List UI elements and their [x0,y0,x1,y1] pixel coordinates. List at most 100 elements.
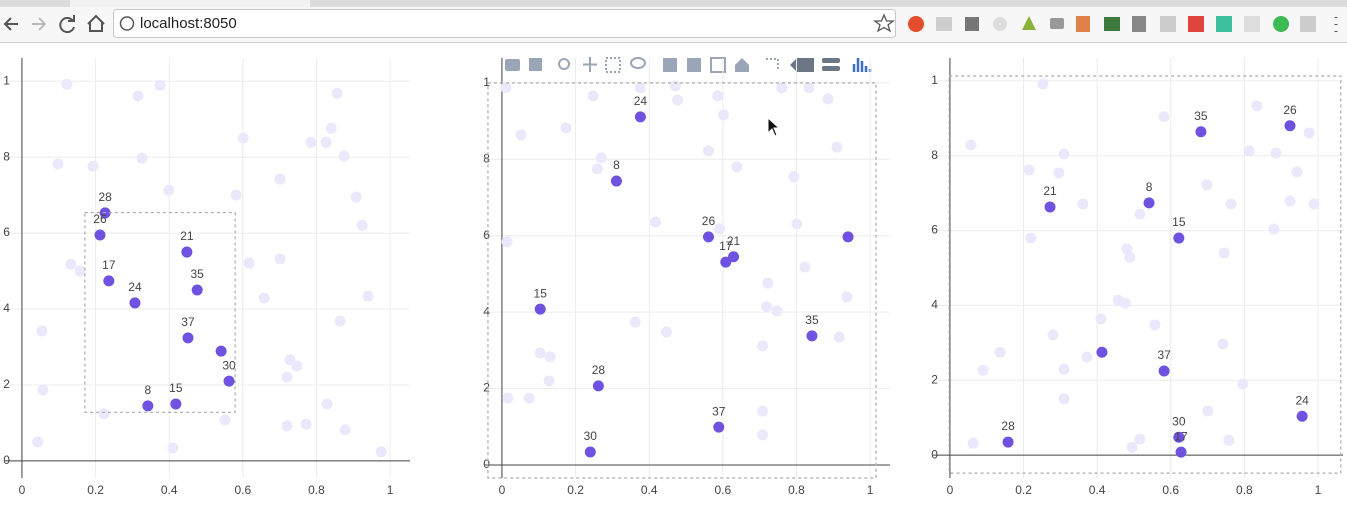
point [791,218,803,230]
point [502,392,514,404]
point [1270,147,1282,159]
info-icon[interactable] [119,16,135,31]
y-tick-label: 8 [483,151,490,165]
point-label: 17 [1174,429,1188,443]
bookmark-star[interactable] [873,13,895,33]
point [32,436,44,448]
point [1296,410,1308,422]
x-tick-label: 0.8 [308,483,325,497]
modebar-button[interactable] [710,57,726,73]
point [300,418,312,430]
point-label: 30 [222,358,236,372]
point [274,253,286,265]
extension-icon[interactable] [1188,16,1204,32]
home-button[interactable] [87,14,105,32]
point [1077,198,1089,210]
forward-button[interactable] [32,17,47,31]
extension-icon[interactable] [908,16,924,32]
extension-icon[interactable] [965,17,979,31]
point [103,275,115,287]
y-tick-label: 0 [3,453,10,467]
point [672,94,684,106]
y-tick-label: 4 [483,304,490,318]
point [1195,126,1207,138]
point [560,122,572,134]
point [362,290,374,302]
extension-icon[interactable] [936,17,952,31]
point [170,398,182,410]
extension-icon[interactable] [1216,16,1232,32]
modebar-button[interactable] [630,57,646,69]
point [1047,329,1059,341]
selection-box [948,75,1342,474]
point-label: 26 [1283,103,1297,117]
tab[interactable] [70,0,310,7]
point [1044,201,1056,213]
point [36,325,48,337]
modebar-button[interactable] [583,57,597,72]
point [776,82,788,94]
point [1058,363,1070,375]
modebar-button[interactable] [663,58,677,72]
point [728,251,740,263]
selection-box [487,82,877,479]
point [1202,405,1214,417]
point [281,420,293,432]
reload-button[interactable] [59,15,75,34]
point-label: 35 [805,313,819,327]
modebar-button[interactable] [790,58,814,72]
point [1158,111,1170,123]
point [515,129,527,141]
extension-icon[interactable] [1160,16,1176,32]
x-tick-label: 0.4 [161,483,178,497]
modebar-button[interactable] [822,58,840,63]
extension-icon[interactable] [1244,16,1260,32]
point [712,90,724,102]
point [501,236,513,248]
point-label: 30 [1172,414,1186,428]
extension-icon[interactable] [1104,17,1120,31]
point [334,315,346,327]
point [1173,431,1185,443]
point [291,360,303,372]
modebar-button[interactable] [605,57,621,73]
point [842,231,854,243]
point [803,82,815,94]
point [669,80,681,92]
back-button[interactable] [3,17,18,31]
plotly-logo[interactable] [852,58,872,72]
point [584,446,596,458]
extension-icon[interactable] [1300,16,1316,32]
point [1218,247,1230,259]
address-bar[interactable] [113,9,896,38]
point [230,189,242,201]
url: localhost:8050 [140,15,237,32]
point [1124,251,1136,263]
x-tick-label: 0.6 [235,483,252,497]
point [356,219,368,231]
extension-icon[interactable] [1132,16,1146,32]
modebar-button[interactable] [822,66,840,71]
extension-icon[interactable] [1076,16,1090,32]
extension-icon[interactable] [1022,16,1036,30]
x-tick-label: 0.4 [641,483,658,497]
point [320,136,332,148]
modebar-button[interactable] [558,58,570,70]
extension-icon[interactable] [1050,18,1064,29]
extension-icon[interactable] [993,17,1007,31]
point [833,331,845,343]
point [325,122,337,134]
point [305,136,317,148]
extension-icon[interactable] [1273,16,1289,32]
modebar-button[interactable] [529,58,542,71]
point [281,371,293,383]
point [1284,195,1296,207]
modebar-button[interactable] [735,58,749,72]
modebar-button[interactable] [505,59,520,71]
modebar-button[interactable] [687,58,701,72]
point-label: 28 [98,190,112,204]
modebar-button[interactable] [766,58,779,71]
point-label: 37 [1157,348,1171,362]
point [610,175,622,187]
